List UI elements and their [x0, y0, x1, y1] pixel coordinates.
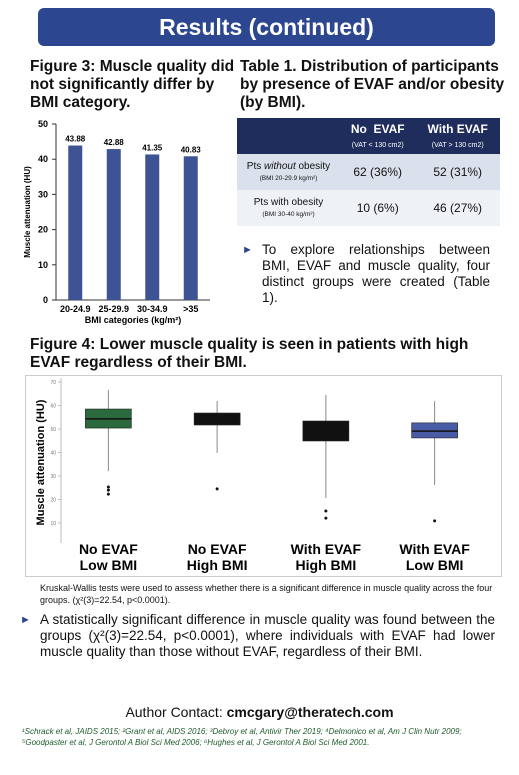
row-label: Pts — [246, 161, 265, 172]
bar — [183, 156, 198, 300]
x-tick-label: 30-34.9 — [137, 304, 168, 314]
x-tick-label: >35 — [183, 304, 198, 314]
row-label: obesity — [295, 161, 331, 172]
x-axis-title: BMI categories (kg/m²) — [85, 315, 182, 325]
col-name: No EVAF — [350, 122, 405, 136]
y-tick-label: 30 — [38, 189, 48, 199]
row-label: Pts with obesity — [253, 197, 324, 208]
x-tick-label: 25-29.9 — [98, 304, 129, 314]
y-axis-title: Muscle attenuation (HU) — [35, 399, 47, 525]
references: ¹Schrack et al, JAIDS 2015; ²Grant et al… — [22, 727, 462, 747]
table1: No EVAF (VAT < 130 cm2) With EVAF (VAT > 1… — [237, 118, 500, 226]
y-tick-label: 50 — [50, 427, 56, 433]
value-label: 42.88 — [104, 138, 125, 147]
outlier — [106, 492, 110, 496]
bullet: A statistically significant difference i… — [20, 612, 495, 660]
row-sub: (BMI 20-29.9 kg/m²) — [259, 175, 318, 182]
bullet: To explore relationships between BMI, EV… — [242, 242, 490, 306]
x-tick-label: Low BMI — [406, 557, 464, 573]
figure4-caption: Kruskal-Wallis tests were used to assess… — [40, 583, 493, 605]
figure3-title: Figure 3: Muscle quality did not signifi… — [30, 58, 235, 111]
y-tick-label: 40 — [38, 154, 48, 164]
y-tick-label: 70 — [50, 380, 56, 386]
cell: 62 (36%) — [353, 165, 403, 179]
x-tick-label: With EVAF — [291, 541, 362, 557]
value-label: 40.83 — [181, 145, 202, 154]
x-tick-label: No EVAF — [79, 541, 138, 557]
y-axis-title: Muscle attenuation (HU) — [23, 166, 32, 258]
contact: Author Contact: cmcgary@theratech.com — [0, 704, 519, 720]
row-label: without — [264, 161, 296, 172]
y-tick-label: 60 — [50, 404, 56, 410]
table1-title: Table 1. Distribution of participants by… — [240, 58, 505, 111]
table-row: Pts without obesity (BMI 20-29.9 kg/m²) 6… — [237, 154, 500, 190]
bar — [106, 149, 121, 300]
contact-label: Author Contact: — [125, 704, 227, 720]
outlier — [324, 516, 328, 520]
y-tick-label: 30 — [50, 474, 56, 480]
outlier — [324, 509, 328, 513]
x-tick-label: High BMI — [187, 557, 248, 573]
y-tick-label: 50 — [38, 119, 48, 129]
y-tick-label: 20 — [50, 498, 56, 504]
outlier — [106, 485, 110, 489]
x-tick-label: With EVAF — [399, 541, 470, 557]
cell: 52 (31%) — [433, 165, 483, 179]
y-tick-label: 0 — [43, 295, 48, 305]
bar-chart: 0 10 20 30 40 50 43.88 20-24.9 42.88 25-29.9 41.35… — [23, 119, 210, 325]
y-tick-label: 20 — [38, 225, 48, 235]
y-tick-label: 10 — [38, 260, 48, 270]
col-name: With EVAF — [427, 122, 488, 136]
box-chart: 10 20 30 40 50 60 70 Muscle attenuation (HU) No … — [25, 375, 502, 577]
y-tick-label: 40 — [50, 451, 56, 457]
header-title: Results (continued) — [38, 8, 495, 46]
outlier — [106, 488, 110, 492]
col-sub: (VAT < 130 cm2) — [351, 142, 404, 149]
x-tick-label: No EVAF — [188, 541, 247, 557]
x-tick-label: 20-24.9 — [60, 304, 91, 314]
x-tick-label: Low BMI — [80, 557, 138, 573]
table-header: No EVAF (VAT < 130 cm2) With EVAF (VAT > 1… — [237, 118, 500, 154]
cell: 46 (27%) — [433, 201, 483, 215]
outlier — [433, 519, 437, 523]
bar — [68, 145, 83, 300]
cell: 10 (6%) — [356, 201, 399, 215]
table-row: Pts with obesity (BMI 30-40 kg/m²) 10 (6%… — [237, 190, 500, 226]
value-label: 41.35 — [142, 143, 163, 152]
value-label: 43.88 — [65, 135, 86, 144]
contact-email: cmcgary@theratech.com — [226, 704, 394, 720]
x-tick-label: High BMI — [296, 557, 357, 573]
y-tick-label: 10 — [50, 521, 56, 527]
outlier — [215, 487, 219, 491]
col-sub: (VAT > 130 cm2) — [431, 142, 484, 149]
bar — [145, 154, 160, 300]
figure4-title: Figure 4: Lower muscle quality is seen i… — [30, 336, 469, 371]
row-sub: (BMI 30-40 kg/m²) — [262, 211, 315, 218]
